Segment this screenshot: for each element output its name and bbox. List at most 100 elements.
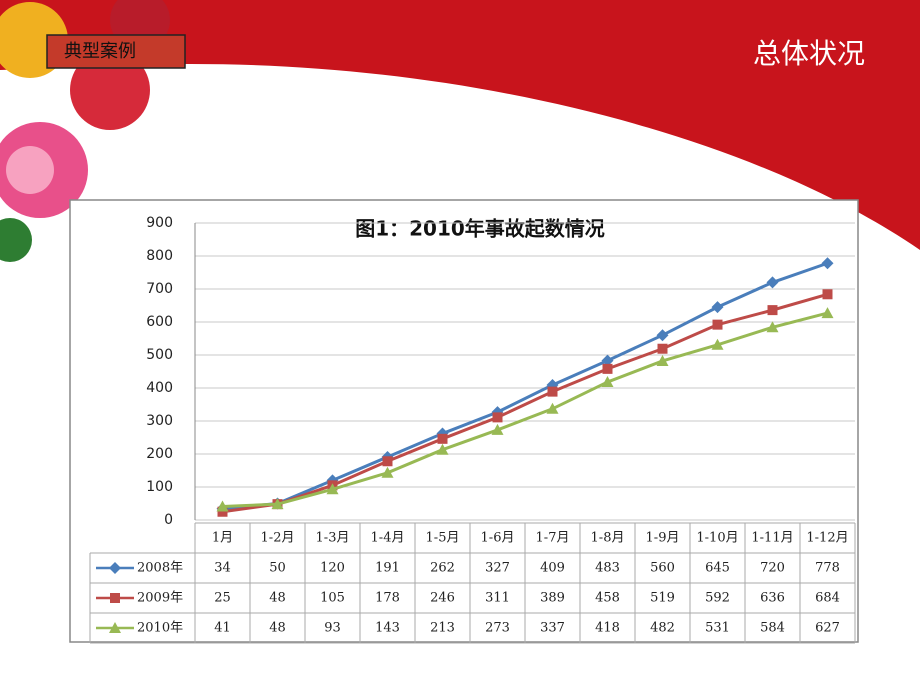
table-value: 213 [430,621,455,636]
series-line [222,292,828,514]
x-tick-label: 1-10月 [696,531,738,546]
table-value: 143 [375,621,400,636]
table-value: 25 [214,591,231,606]
table-value: 645 [705,561,730,576]
table-value: 41 [214,621,231,636]
legend-label: 2008年 [137,561,183,576]
table-value: 327 [485,561,510,576]
table-value: 560 [650,561,675,576]
table-value: 105 [320,591,345,606]
table-value: 584 [760,621,785,636]
table-value: 34 [214,561,231,576]
x-tick-label: 1-2月 [261,531,295,546]
point [767,305,778,316]
table-value: 120 [320,561,345,576]
table-value: 519 [650,591,675,606]
legend-marker [109,622,121,633]
point [766,276,779,289]
point [602,363,613,374]
x-tick-label: 1-11月 [751,531,793,546]
legend-label: 2010年 [137,621,183,636]
table-value: 93 [324,621,341,636]
y-tick-label: 700 [146,281,173,297]
series-line [222,261,828,511]
x-tick-label: 1-4月 [371,531,405,546]
x-tick-label: 1-7月 [536,531,570,546]
point [546,402,559,414]
table-value: 48 [269,621,286,636]
table-value: 636 [760,591,785,606]
table-value: 389 [540,591,565,606]
red-banner [0,0,920,250]
table-value: 262 [430,561,455,576]
x-tick-label: 1-3月 [316,531,350,546]
point [601,376,614,388]
table-value: 418 [595,621,620,636]
table-value: 482 [650,621,675,636]
point [656,329,669,342]
y-tick-label: 200 [146,446,173,462]
point [766,321,779,333]
legend-marker [109,562,121,574]
legend-label: 2009年 [137,591,183,606]
y-tick-label: 400 [146,380,173,396]
tag-box [46,34,186,69]
x-tick-label: 1-8月 [591,531,625,546]
table-value: 50 [269,561,286,576]
tag: 典型案例 [64,41,136,62]
table-value: 684 [815,591,840,606]
y-tick-label: 900 [146,215,173,231]
point [657,343,668,354]
point [712,319,723,330]
y-tick-label: 300 [146,413,173,429]
point [437,433,448,444]
point [601,354,614,367]
table-value: 720 [760,561,785,576]
y-tick-label: 0 [164,512,173,528]
y-tick-label: 600 [146,314,173,330]
table-value: 246 [430,591,455,606]
x-tick-label: 1-12月 [806,531,848,546]
slide-title: 总体状况 [753,37,865,70]
table-value: 311 [485,591,510,606]
point [656,354,669,366]
table-value: 48 [269,591,286,606]
y-tick-label: 800 [146,248,173,264]
table-value: 337 [540,621,565,636]
chart-title: 图1：2010年事故起数情况 [355,217,605,241]
point [711,301,724,314]
table-value: 273 [485,621,510,636]
table-value: 592 [705,591,730,606]
point [217,506,228,517]
plot: 0 100 200 300 400 500 600 700 800 900 1月 1-2月 1-3月 1-… [89,215,856,644]
point [436,443,449,455]
x-tick-label: 1-5月 [426,531,460,546]
point [491,423,504,435]
table-value: 778 [815,561,840,576]
series-line [222,311,828,508]
point [326,483,339,495]
point [492,412,503,423]
table-value: 458 [595,591,620,606]
table-value: 627 [815,621,840,636]
table-value: 531 [705,621,730,636]
point [821,257,834,270]
table-value: 483 [595,561,620,576]
x-tick-label: 1月 [212,531,233,546]
point [711,338,724,350]
table-value: 191 [375,561,400,576]
legend-marker [110,593,120,603]
table-value: 178 [375,591,400,606]
y-tick-label: 500 [146,347,173,363]
point [382,456,393,467]
point [821,307,834,319]
point [547,386,558,397]
point [822,289,833,300]
point [271,498,284,510]
table-value: 409 [540,561,565,576]
x-tick-label: 1-6月 [481,531,515,546]
point [381,466,394,478]
x-tick-label: 1-9月 [646,531,680,546]
y-tick-label: 100 [146,479,173,495]
